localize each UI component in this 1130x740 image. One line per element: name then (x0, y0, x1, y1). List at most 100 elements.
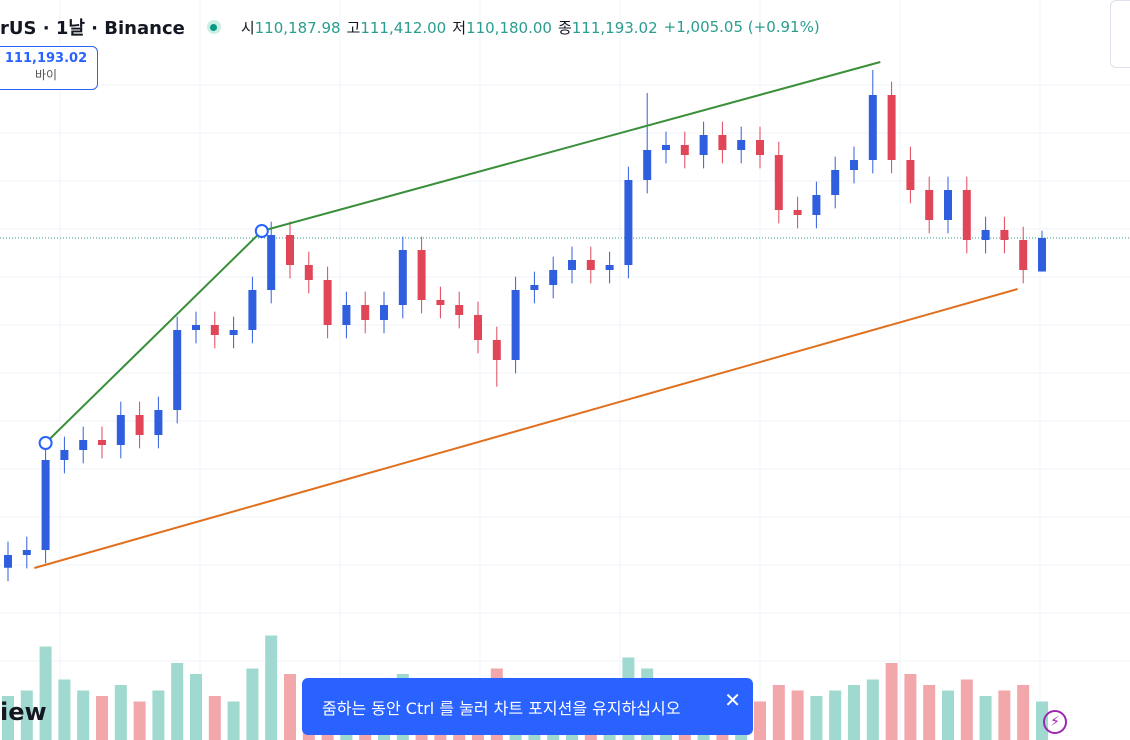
candle-body (304, 265, 313, 280)
tag-side: 바이 (34, 68, 58, 82)
candle-body (1019, 240, 1028, 270)
candle-body (774, 155, 783, 210)
candle-body (342, 305, 351, 325)
volume-bar (885, 663, 898, 740)
volume-bar (904, 674, 917, 740)
candle-body (436, 300, 445, 305)
candle-body (4, 555, 12, 568)
candle-body (624, 180, 633, 265)
volume-bar (998, 690, 1011, 740)
candle-body (173, 330, 182, 410)
candle-body (718, 135, 727, 150)
candle-body (699, 135, 708, 155)
symbol[interactable]: rUS · 1날 · Binance (0, 18, 185, 39)
candle-body (22, 550, 31, 555)
candle-body (568, 260, 576, 270)
candle-body (812, 195, 821, 215)
candle-body (981, 230, 990, 240)
candle-body (831, 170, 840, 195)
toast: 줌하는 동안 Ctrl 를 눌러 차트 포지션을 유지하십시오 ✕ (302, 678, 753, 735)
field-value: 110,180.00 (466, 18, 552, 37)
candle-body (492, 340, 501, 360)
volume-bar (1036, 701, 1048, 740)
toast-message: 줌하는 동안 Ctrl 를 눌러 차트 포지션을 유지하십시오 (322, 698, 681, 718)
candle-body (1000, 230, 1009, 240)
candle-body (135, 415, 144, 435)
field-value: 110,187.98 (254, 18, 341, 37)
candle-body (1038, 237, 1046, 272)
candle-body (605, 265, 614, 270)
candle-body (417, 250, 426, 300)
volume-bar (208, 696, 221, 740)
candle-body (643, 150, 652, 180)
legend: rUS · 1날 · Binance 시110,187.98 고111,412.0… (0, 14, 820, 40)
ohlc-field: 저110,180.00 (452, 17, 552, 38)
volume-bar (866, 679, 879, 740)
volume-bar (227, 701, 240, 740)
volume-bar (810, 696, 823, 740)
anchor-handle (254, 224, 269, 238)
field-label: 종 (557, 18, 572, 37)
candle-body (323, 280, 332, 325)
volume-bar (754, 701, 766, 740)
toast-close[interactable]: ✕ (724, 688, 741, 712)
candle-body (868, 95, 877, 160)
price-tag[interactable]: 111,193.02 바이 (0, 46, 98, 90)
brand: iew (0, 698, 47, 726)
volume-bar (979, 696, 992, 740)
candle-body (549, 270, 558, 285)
trend-line (44, 61, 881, 444)
field-label: 고 (346, 18, 361, 37)
volume-bar (1017, 685, 1030, 740)
anchor-handle (38, 436, 53, 450)
volume-bar (265, 635, 278, 740)
field-label: 저 (452, 18, 467, 37)
candle-body (737, 140, 746, 150)
candle-body (41, 460, 50, 550)
candle-body (79, 440, 88, 450)
candle-body (380, 305, 388, 320)
candle-body (192, 325, 200, 330)
volume-bar (791, 690, 804, 740)
candle-body (455, 305, 464, 315)
candle-body (474, 315, 482, 340)
ohlc-field: 시110,187.98 (241, 17, 341, 38)
candle-body (60, 450, 69, 460)
volume-bar (133, 701, 146, 740)
volume-bar (171, 663, 184, 740)
volume-bar (39, 646, 52, 740)
candle-body (906, 160, 915, 190)
volume-bar (848, 685, 860, 740)
field-value: 111,193.02 (571, 18, 658, 37)
volume-bar (960, 679, 973, 740)
volume-bar (114, 685, 127, 740)
volume-bar (190, 674, 202, 740)
candle-body (850, 160, 858, 170)
volume-bar (20, 690, 33, 740)
candle-body (944, 190, 952, 220)
trend-line (34, 288, 1018, 569)
volume-bar (829, 690, 842, 740)
volume-bar (152, 690, 165, 740)
candle-body (116, 415, 125, 445)
candle-body (662, 145, 670, 150)
change: +1,005.05 (+0.91%) (663, 18, 820, 36)
candle-body (398, 250, 407, 305)
ohlc-field: 고111,412.00 (347, 17, 447, 38)
candle-body (756, 140, 764, 155)
candle-body (248, 290, 257, 330)
ohlc-fields: 시110,187.98 고111,412.00 저110,180.00 종111,19… (241, 17, 664, 38)
candle-body (887, 95, 896, 160)
candle-body (229, 330, 238, 335)
candle-body (511, 290, 520, 360)
side-panel[interactable] (1110, 0, 1130, 68)
candle-body (793, 210, 802, 215)
field-value: 111,412.00 (360, 18, 447, 37)
candle-body (962, 190, 971, 240)
volume-bar (923, 685, 936, 740)
volume-bar (246, 668, 259, 740)
bolt-button[interactable]: ⚡ (1043, 710, 1067, 734)
candle-body (530, 285, 539, 290)
volume-bar (96, 696, 108, 740)
candle-body (210, 325, 219, 335)
